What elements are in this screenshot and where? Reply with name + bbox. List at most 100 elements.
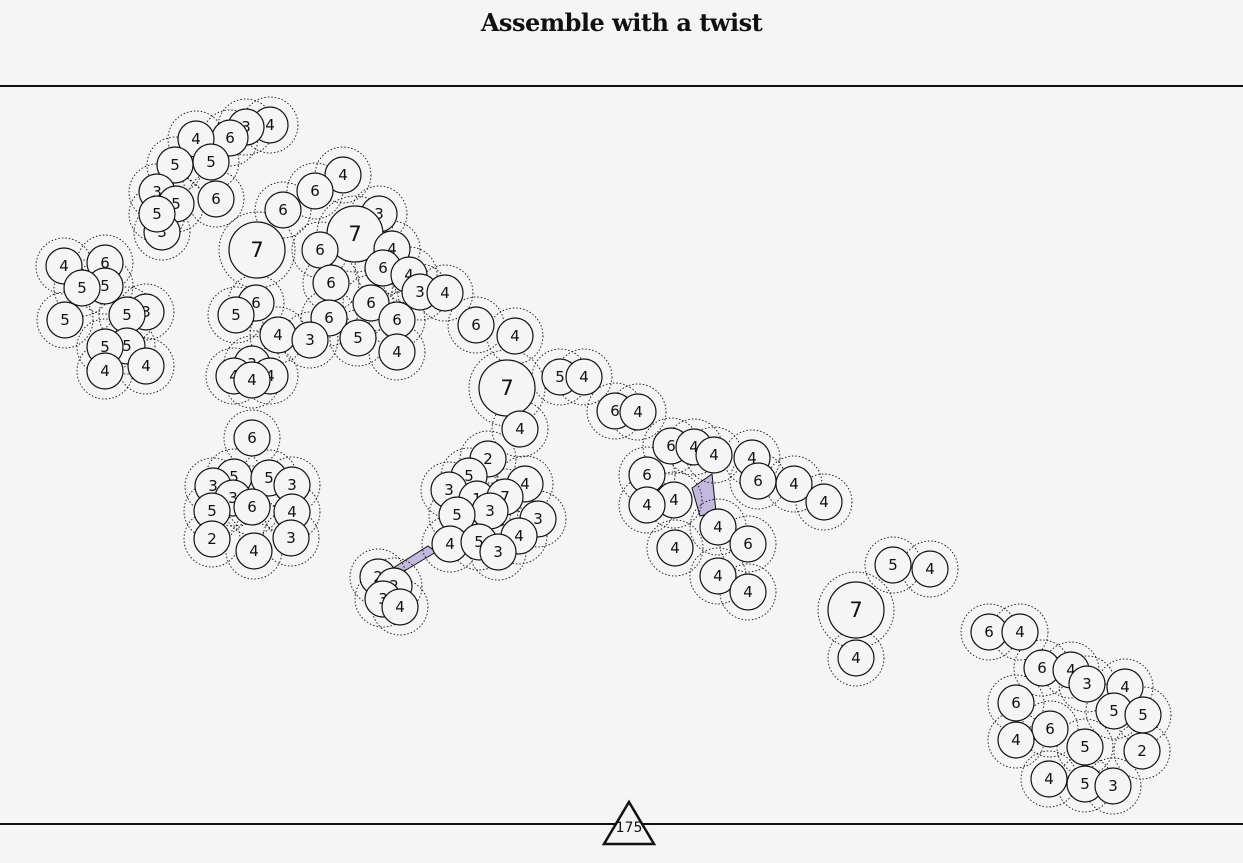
puzzle-node[interactable]: 5 [438,496,476,534]
node-circle[interactable] [228,221,286,279]
puzzle-node[interactable]: 4 [695,436,733,474]
puzzle-node[interactable]: 3 [291,321,329,359]
puzzle-node[interactable]: 4 [1001,613,1039,651]
node-circle[interactable] [138,195,176,233]
puzzle-node[interactable]: 5 [156,146,194,184]
node-circle[interactable] [479,533,517,571]
puzzle-node[interactable]: 5 [217,296,255,334]
node-circle[interactable] [1030,760,1068,798]
node-circle[interactable] [193,520,231,558]
puzzle-node[interactable]: 4 [911,550,949,588]
node-circle[interactable] [217,296,255,334]
node-circle[interactable] [233,419,271,457]
node-circle[interactable] [699,557,737,595]
puzzle-node[interactable]: 6 [312,264,350,302]
puzzle-node[interactable]: 5 [192,143,230,181]
puzzle-node[interactable]: 4 [775,465,813,503]
node-circle[interactable] [339,319,377,357]
puzzle-node[interactable]: 4 [86,352,124,390]
puzzle-node[interactable]: 4 [656,529,694,567]
puzzle-node[interactable]: 6 [378,301,416,339]
puzzle-node[interactable]: 4 [805,483,843,521]
node-circle[interactable] [264,191,302,229]
puzzle-node[interactable]: 6 [233,488,271,526]
puzzle-node[interactable]: 6 [457,306,495,344]
node-circle[interactable] [378,333,416,371]
node-circle[interactable] [352,284,390,322]
node-circle[interactable] [291,321,329,359]
puzzle-node[interactable]: 6 [264,191,302,229]
puzzle-node[interactable]: 4 [619,393,657,431]
puzzle-node[interactable]: 6 [233,419,271,457]
puzzle-node[interactable]: 5 [63,269,101,307]
puzzle-node[interactable]: 4 [324,156,362,194]
puzzle-node[interactable]: 6 [1031,710,1069,748]
node-circle[interactable] [827,581,885,639]
puzzle-node[interactable]: 4 [235,532,273,570]
node-circle[interactable] [729,525,767,563]
node-circle[interactable] [656,529,694,567]
node-circle[interactable] [156,146,194,184]
puzzle-node[interactable]: 5 [46,301,84,339]
puzzle-node[interactable]: 4 [699,557,737,595]
node-circle[interactable] [86,352,124,390]
node-circle[interactable] [1031,710,1069,748]
puzzle-node[interactable]: 5 [138,195,176,233]
node-circle[interactable] [1068,665,1106,703]
puzzle-node[interactable]: 4 [565,358,603,396]
node-circle[interactable] [1123,732,1161,770]
node-circle[interactable] [426,274,464,312]
puzzle-node[interactable]: 6 [352,284,390,322]
puzzle-node[interactable]: 5 [1124,696,1162,734]
puzzle-node[interactable]: 3 [1068,665,1106,703]
node-circle[interactable] [1094,767,1132,805]
puzzle-node[interactable]: 5 [874,546,912,584]
node-circle[interactable] [233,361,271,399]
node-circle[interactable] [301,231,339,269]
puzzle-node[interactable]: 4 [426,274,464,312]
puzzle-node[interactable]: 4 [729,573,767,611]
node-circle[interactable] [457,306,495,344]
puzzle-node[interactable]: 4 [501,410,539,448]
puzzle-node[interactable]: 6 [296,172,334,210]
puzzle-node[interactable]: 7 [827,581,885,639]
node-circle[interactable] [501,410,539,448]
puzzle-node[interactable]: 6 [997,684,1035,722]
node-circle[interactable] [775,465,813,503]
puzzle-node[interactable]: 4 [837,639,875,677]
puzzle-node[interactable]: 6 [301,231,339,269]
puzzle-node[interactable]: 2 [1123,732,1161,770]
node-circle[interactable] [729,573,767,611]
node-circle[interactable] [837,639,875,677]
node-circle[interactable] [324,156,362,194]
puzzle-node[interactable]: 5 [339,319,377,357]
node-circle[interactable] [619,393,657,431]
puzzle-node[interactable]: 4 [699,508,737,546]
puzzle-node[interactable]: 7 [228,221,286,279]
node-circle[interactable] [805,483,843,521]
node-circle[interactable] [235,532,273,570]
puzzle-node[interactable]: 5 [1095,692,1133,730]
puzzle-node[interactable]: 6 [739,462,777,500]
node-circle[interactable] [628,486,666,524]
node-circle[interactable] [127,347,165,385]
node-circle[interactable] [695,436,733,474]
node-circle[interactable] [496,317,534,355]
node-circle[interactable] [1001,613,1039,651]
puzzle-node[interactable]: 4 [381,588,419,626]
node-circle[interactable] [699,508,737,546]
puzzle-node[interactable]: 3 [1094,767,1132,805]
node-circle[interactable] [874,546,912,584]
node-circle[interactable] [197,180,235,218]
puzzle-node[interactable]: 4 [496,317,534,355]
puzzle-node[interactable]: 2 [193,520,231,558]
node-circle[interactable] [46,301,84,339]
puzzle-node[interactable]: 3 [272,519,310,557]
puzzle-node[interactable]: 4 [233,361,271,399]
puzzle-node[interactable]: 3 [479,533,517,571]
puzzle-node[interactable]: 4 [628,486,666,524]
puzzle-node[interactable]: 6 [197,180,235,218]
node-circle[interactable] [565,358,603,396]
puzzle-node[interactable]: 4 [997,721,1035,759]
